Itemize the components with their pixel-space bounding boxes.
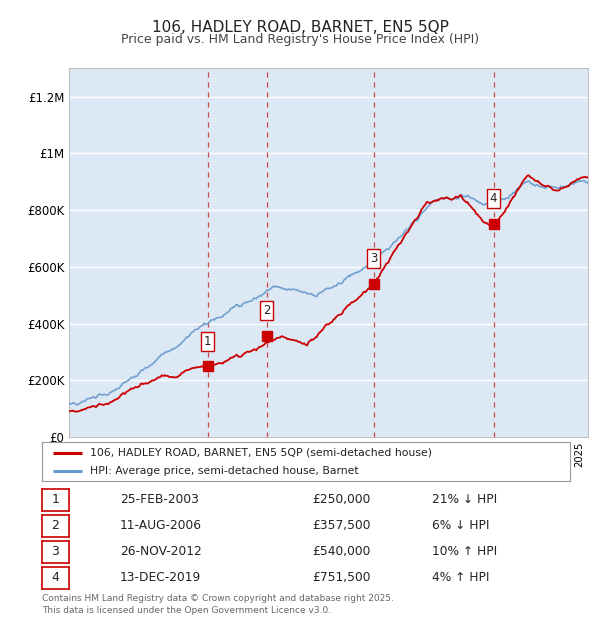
Text: 106, HADLEY ROAD, BARNET, EN5 5QP (semi-detached house): 106, HADLEY ROAD, BARNET, EN5 5QP (semi-… [89,448,431,458]
Text: £357,500: £357,500 [312,520,371,532]
Text: 4: 4 [52,572,59,584]
Text: 3: 3 [52,546,59,558]
Text: Contains HM Land Registry data © Crown copyright and database right 2025.
This d: Contains HM Land Registry data © Crown c… [42,594,394,615]
Text: 106, HADLEY ROAD, BARNET, EN5 5QP: 106, HADLEY ROAD, BARNET, EN5 5QP [152,20,448,35]
Text: HPI: Average price, semi-detached house, Barnet: HPI: Average price, semi-detached house,… [89,466,358,476]
Text: £250,000: £250,000 [312,494,370,506]
Text: 4% ↑ HPI: 4% ↑ HPI [432,572,490,584]
Text: 1: 1 [52,494,59,506]
Text: 13-DEC-2019: 13-DEC-2019 [120,572,201,584]
Text: 1: 1 [204,335,211,348]
Text: 11-AUG-2006: 11-AUG-2006 [120,520,202,532]
Text: 21% ↓ HPI: 21% ↓ HPI [432,494,497,506]
Text: 10% ↑ HPI: 10% ↑ HPI [432,546,497,558]
Text: 2: 2 [263,304,271,317]
Text: 2: 2 [52,520,59,532]
Text: £751,500: £751,500 [312,572,371,584]
Text: 25-FEB-2003: 25-FEB-2003 [120,494,199,506]
Text: £540,000: £540,000 [312,546,370,558]
Text: 3: 3 [370,252,377,265]
Text: Price paid vs. HM Land Registry's House Price Index (HPI): Price paid vs. HM Land Registry's House … [121,33,479,46]
Text: 6% ↓ HPI: 6% ↓ HPI [432,520,490,532]
Text: 4: 4 [490,192,497,205]
Text: 26-NOV-2012: 26-NOV-2012 [120,546,202,558]
